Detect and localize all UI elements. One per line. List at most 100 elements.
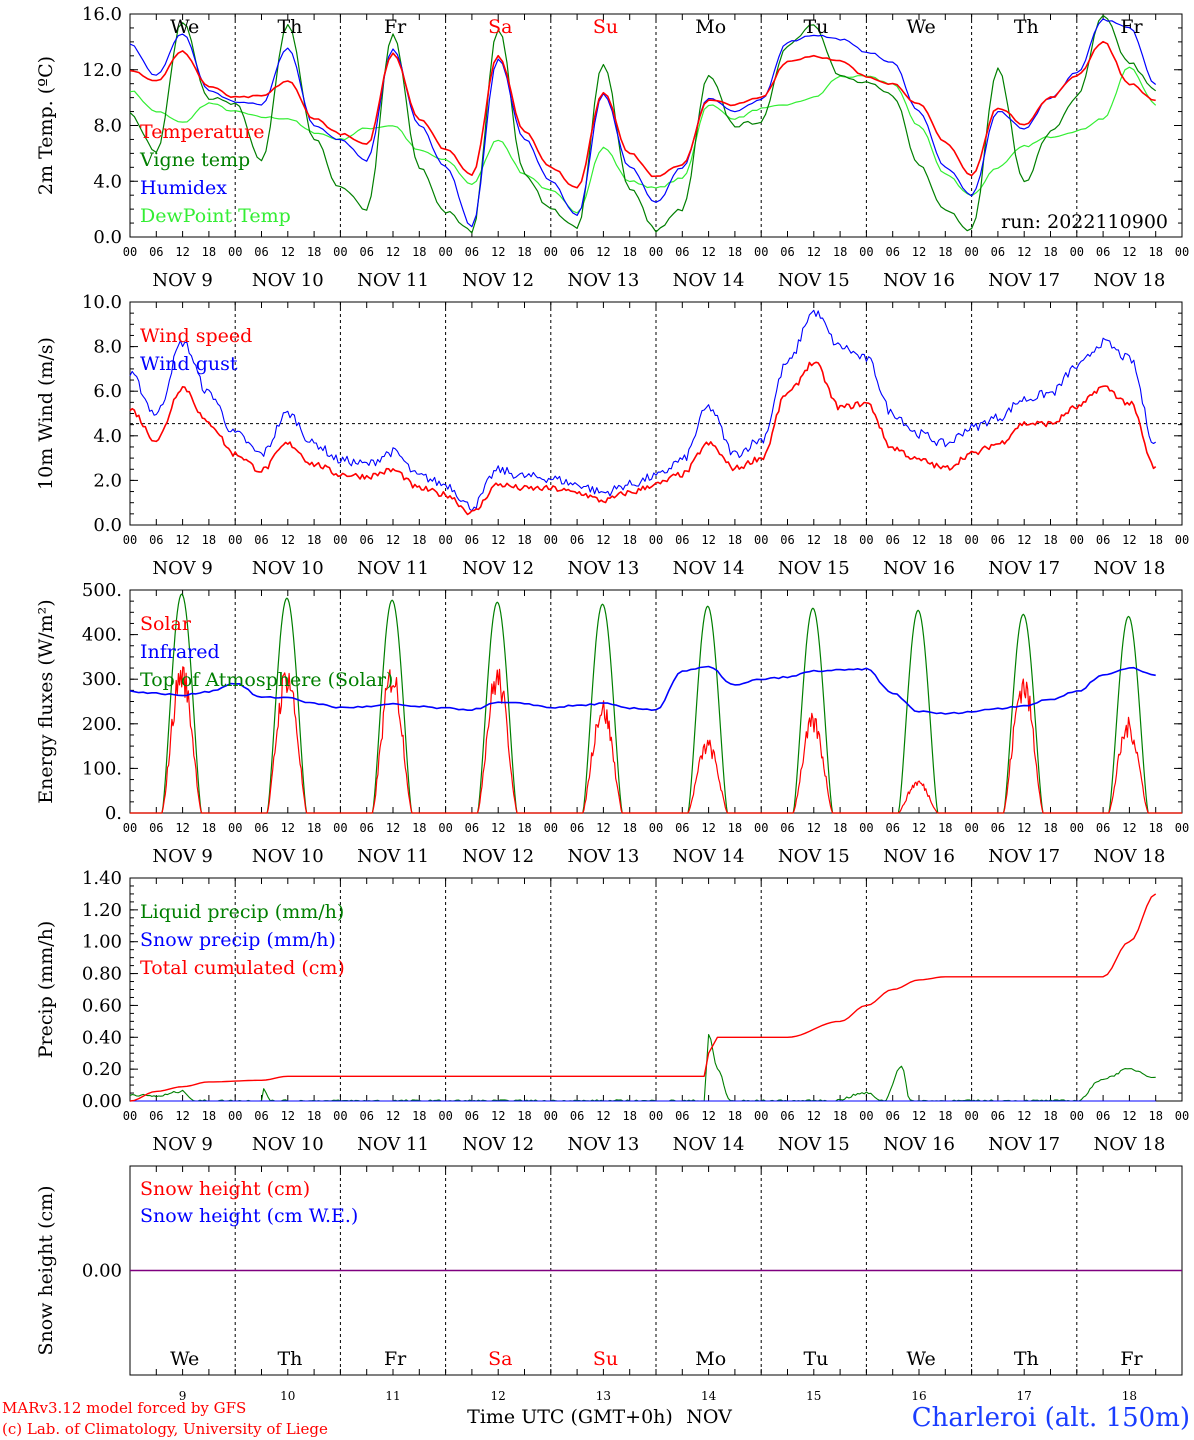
hour-tick-label: 00 — [754, 1109, 768, 1123]
hour-tick-label: 12 — [386, 533, 400, 547]
y-tick-label: 4.0 — [93, 426, 122, 447]
hour-tick-label: 00 — [859, 821, 873, 835]
hour-tick-label: 18 — [728, 1109, 742, 1123]
hour-tick-label: 18 — [307, 245, 321, 259]
hour-tick-label: 12 — [1017, 245, 1031, 259]
date-label: NOV 15 — [778, 270, 850, 291]
y-tick-label: 0.40 — [82, 1027, 122, 1048]
series-dewpoint-temp — [129, 66, 1157, 214]
bottom-weekday-label: Th — [1014, 1348, 1039, 1370]
hour-tick-label: 00 — [438, 245, 452, 259]
hour-tick-label: 18 — [412, 533, 426, 547]
y-tick-label: 400. — [82, 625, 122, 646]
hour-tick-label: 18 — [412, 245, 426, 259]
hour-tick-label: 18 — [938, 533, 952, 547]
hour-tick-label: 12 — [1017, 821, 1031, 835]
hour-tick-label: 18 — [1043, 533, 1057, 547]
y-tick-label: 100. — [82, 758, 122, 779]
hour-tick-label: 06 — [359, 1109, 373, 1123]
series-temperature — [129, 40, 1156, 189]
weekday-label: Su — [593, 16, 618, 38]
series-wind-gust — [129, 309, 1156, 512]
hour-tick-label: 00 — [964, 245, 978, 259]
hour-tick-label: 18 — [202, 1109, 216, 1123]
bottom-weekday-label: Mo — [695, 1348, 726, 1370]
hour-tick-label: 00 — [333, 245, 347, 259]
hour-tick-label: 06 — [254, 821, 268, 835]
y-axis-label: Precip (mm/h) — [35, 921, 57, 1059]
bottom-day-number: 10 — [280, 1389, 295, 1403]
hour-tick-label: 12 — [1122, 821, 1136, 835]
bottom-weekday-label: Sa — [488, 1348, 512, 1370]
hour-tick-label: 18 — [728, 821, 742, 835]
hour-tick-label: 06 — [149, 1109, 163, 1123]
date-label: NOV 13 — [567, 270, 639, 291]
hour-tick-label: 06 — [780, 533, 794, 547]
y-tick-label: 0.00 — [82, 1091, 122, 1112]
hour-tick-label: 18 — [938, 1109, 952, 1123]
bottom-day-number: 13 — [596, 1389, 611, 1403]
hour-tick-label: 18 — [622, 533, 636, 547]
date-label: NOV 18 — [1093, 846, 1165, 867]
hour-tick-label: 12 — [491, 533, 505, 547]
hour-tick-label: 12 — [386, 821, 400, 835]
run-label: run: 2022110900 — [1001, 211, 1168, 233]
date-label: NOV 10 — [252, 846, 324, 867]
hour-tick-label: 18 — [1043, 1109, 1057, 1123]
date-label: NOV 9 — [152, 558, 212, 579]
bottom-weekday-label: Th — [277, 1348, 302, 1370]
bottom-weekday-label: Fr — [384, 1348, 407, 1370]
weekday-label: We — [906, 16, 935, 38]
series-wind-speed — [129, 361, 1157, 516]
legend-temperature: Temperature — [140, 121, 264, 143]
hour-tick-label: 18 — [833, 245, 847, 259]
date-label: NOV 14 — [673, 270, 745, 291]
y-tick-label: 6.0 — [93, 381, 122, 402]
hour-tick-label: 00 — [438, 821, 452, 835]
date-label: NOV 17 — [988, 270, 1060, 291]
legend-solar: Solar — [140, 613, 192, 635]
y-tick-label: 500. — [82, 580, 122, 601]
hour-tick-label: 18 — [202, 245, 216, 259]
y-tick-label: 200. — [82, 714, 122, 735]
hour-tick-label: 18 — [833, 533, 847, 547]
date-label: NOV 15 — [778, 558, 850, 579]
weekday-label: Tu — [803, 16, 828, 38]
hour-tick-label: 18 — [412, 1109, 426, 1123]
hour-tick-label: 18 — [938, 821, 952, 835]
y-tick-label: 0.80 — [82, 964, 122, 985]
hour-tick-label: 00 — [964, 1109, 978, 1123]
hour-tick-label: 06 — [465, 821, 479, 835]
hour-tick-label: 00 — [1070, 245, 1084, 259]
hour-tick-label: 18 — [517, 245, 531, 259]
panel-frame — [129, 589, 1183, 814]
y-tick-label: 0.20 — [82, 1059, 122, 1080]
hour-tick-label: 06 — [254, 1109, 268, 1123]
hour-tick-label: 18 — [728, 245, 742, 259]
hour-tick-label: 12 — [596, 821, 610, 835]
hour-tick-label: 12 — [491, 821, 505, 835]
bottom-day-number: 9 — [179, 1389, 187, 1403]
hour-tick-label: 06 — [149, 821, 163, 835]
hour-tick-label: 18 — [1043, 245, 1057, 259]
hour-tick-label: 06 — [465, 533, 479, 547]
hour-tick-label: 00 — [544, 1109, 558, 1123]
hour-tick-label: 06 — [780, 821, 794, 835]
hour-tick-label: 18 — [622, 245, 636, 259]
hour-tick-label: 06 — [1096, 1109, 1110, 1123]
hour-tick-label: 06 — [570, 1109, 584, 1123]
series-total-cumulated — [129, 893, 1157, 1102]
hour-tick-label: 00 — [228, 821, 242, 835]
y-tick-label: 0.0 — [93, 227, 122, 248]
hour-tick-label: 12 — [281, 245, 295, 259]
bottom-weekday-label: Tu — [803, 1348, 828, 1370]
hour-tick-label: 12 — [281, 533, 295, 547]
date-label: NOV 13 — [567, 846, 639, 867]
hour-tick-label: 18 — [1148, 245, 1162, 259]
date-label: NOV 18 — [1093, 270, 1165, 291]
hour-tick-label: 12 — [701, 533, 715, 547]
hour-tick-label: 18 — [307, 533, 321, 547]
hour-tick-label: 06 — [570, 245, 584, 259]
y-tick-label: 8.0 — [93, 337, 122, 358]
legend-humidex: Humidex — [140, 177, 227, 199]
